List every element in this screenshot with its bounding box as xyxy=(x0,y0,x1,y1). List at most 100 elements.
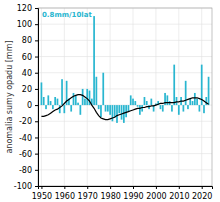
tick-label: -40 xyxy=(19,134,32,143)
bar xyxy=(134,101,136,105)
marks xyxy=(41,16,210,123)
grid-line-x xyxy=(110,8,111,186)
tick-label: 20 xyxy=(22,85,32,94)
bar xyxy=(50,101,52,105)
bar xyxy=(128,105,130,111)
bar xyxy=(176,97,178,105)
grid-line-x xyxy=(155,8,156,186)
bar xyxy=(118,105,120,113)
bar xyxy=(86,89,88,105)
bar xyxy=(132,99,134,105)
bar xyxy=(77,103,79,105)
tick: 100 xyxy=(17,20,38,29)
tick-mark xyxy=(35,8,38,9)
tick-mark xyxy=(110,186,111,189)
y-axis: -100-80-60-40-20020406080100120 xyxy=(14,4,39,191)
bar xyxy=(98,105,100,109)
tick: -20 xyxy=(19,117,38,126)
tick-label: -80 xyxy=(19,166,32,175)
bar xyxy=(41,82,43,105)
bar xyxy=(73,93,75,105)
grid-line-x xyxy=(87,8,88,186)
bar xyxy=(109,105,111,115)
tick-label: 1950 xyxy=(32,192,52,201)
line xyxy=(41,95,208,120)
bar xyxy=(54,97,56,105)
bar xyxy=(79,105,81,115)
tick-mark xyxy=(133,186,134,189)
grid-line-x xyxy=(64,8,65,186)
bar xyxy=(59,105,61,113)
tick: 120 xyxy=(17,4,38,13)
bar xyxy=(45,105,47,109)
bar xyxy=(70,105,72,111)
tick-label: 2010 xyxy=(169,192,189,201)
tick-label: -20 xyxy=(19,117,32,126)
tick-label: 0 xyxy=(27,101,32,110)
tick-mark xyxy=(35,186,38,187)
bar xyxy=(205,97,207,105)
tick: 1950 xyxy=(32,186,52,201)
grid-line-x xyxy=(41,8,42,186)
bar xyxy=(194,93,196,105)
bar xyxy=(121,105,123,120)
bar xyxy=(52,105,54,109)
bar xyxy=(63,105,65,113)
tick-mark xyxy=(202,186,203,189)
bar xyxy=(125,105,127,117)
grid-line-x xyxy=(178,8,179,186)
axis-line xyxy=(39,187,213,190)
tick: 2020 xyxy=(192,186,212,201)
tick-label: 80 xyxy=(22,36,32,45)
tick-label: 2000 xyxy=(146,192,166,201)
tick-mark xyxy=(35,40,38,41)
grid-line-x xyxy=(133,8,134,186)
chart: 19501960197019801990200020102020 -100 -80 -… xyxy=(0,0,220,202)
bar xyxy=(93,16,95,105)
bar xyxy=(178,105,180,115)
tick-label: 1980 xyxy=(100,192,120,201)
bar xyxy=(137,105,139,107)
tick-mark xyxy=(35,73,38,74)
tick-label: 1970 xyxy=(78,192,98,201)
tick: 1970 xyxy=(78,186,98,201)
bar xyxy=(102,73,104,105)
tick: 1980 xyxy=(100,186,120,201)
plot-area: 19501960197019801990200020102020 -100 -80 -… xyxy=(14,4,213,201)
bar xyxy=(208,77,210,105)
tick: -100 xyxy=(14,182,38,191)
bar xyxy=(183,105,185,111)
grid xyxy=(38,8,212,186)
bar xyxy=(160,105,162,109)
tick: 80 xyxy=(22,36,38,45)
grid-line-x xyxy=(201,8,202,186)
y-axis-title: anomalia sumy opadu [mm] xyxy=(5,40,14,153)
bar xyxy=(130,95,132,105)
tick: 60 xyxy=(22,53,38,62)
bar xyxy=(171,105,173,111)
bar xyxy=(187,105,189,109)
tick-label: 60 xyxy=(22,53,32,62)
tick-mark xyxy=(64,186,65,189)
bar xyxy=(107,105,109,111)
bar xyxy=(203,105,205,113)
bar xyxy=(96,77,98,105)
annotation: 0.8mm/10lat xyxy=(42,11,92,19)
bar xyxy=(116,105,118,123)
tick: 1990 xyxy=(123,186,143,201)
bar xyxy=(82,89,84,105)
tick: 1960 xyxy=(55,186,75,201)
bar xyxy=(139,105,141,115)
tick-mark xyxy=(41,186,42,189)
bar xyxy=(84,99,86,105)
bar xyxy=(61,79,63,105)
tick-label: 2020 xyxy=(192,192,212,201)
tick-mark xyxy=(35,57,38,58)
tick-label: -100 xyxy=(14,182,32,191)
bar xyxy=(150,99,152,105)
tick-mark xyxy=(179,186,180,189)
tick-mark xyxy=(35,89,38,90)
bar xyxy=(43,97,45,105)
bar xyxy=(47,95,49,105)
bar xyxy=(199,105,201,111)
